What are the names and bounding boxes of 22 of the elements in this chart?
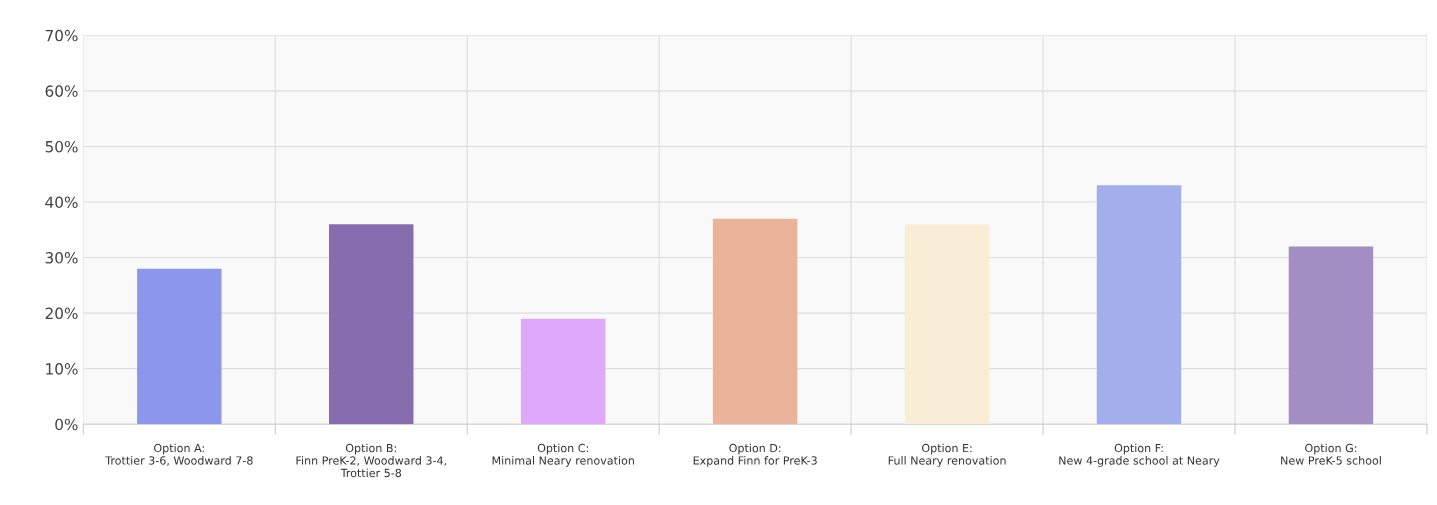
- x-tick-label: Option A: Trottier 3-6, Woodward 7-8: [105, 443, 253, 466]
- bar: [904, 224, 990, 425]
- y-tick-label: 60%: [45, 85, 78, 97]
- x-tick-label: Option D: Expand Finn for PreK-3: [693, 443, 817, 467]
- bar: [329, 224, 414, 425]
- x-tick-label: Option F: New 4-grade school at Neary: [1059, 443, 1220, 467]
- bar: [1096, 185, 1182, 425]
- y-tick-label: 20%: [45, 307, 78, 320]
- y-tick-label: 70%: [45, 29, 78, 42]
- y-tick-label: 10%: [46, 363, 78, 375]
- y-tick-label: 0%: [55, 418, 78, 431]
- y-tick-label: 50%: [45, 140, 78, 153]
- bar: [1288, 246, 1374, 425]
- y-tick-label: 30%: [45, 252, 78, 264]
- x-tick-label: Option E: Full Neary renovation: [888, 443, 1006, 467]
- x-tick-label: Option C: Minimal Neary renovation: [492, 443, 634, 467]
- y-tick-label: 40%: [45, 196, 78, 209]
- x-tick-label: Option G: New PreK-5 school: [1281, 443, 1381, 465]
- bar: [520, 318, 606, 425]
- bar: [137, 268, 222, 425]
- bar: [712, 218, 798, 425]
- x-tick-label: Option B: Finn PreK-2, Woodward 3-4, Trottier 5-8: [296, 443, 447, 478]
